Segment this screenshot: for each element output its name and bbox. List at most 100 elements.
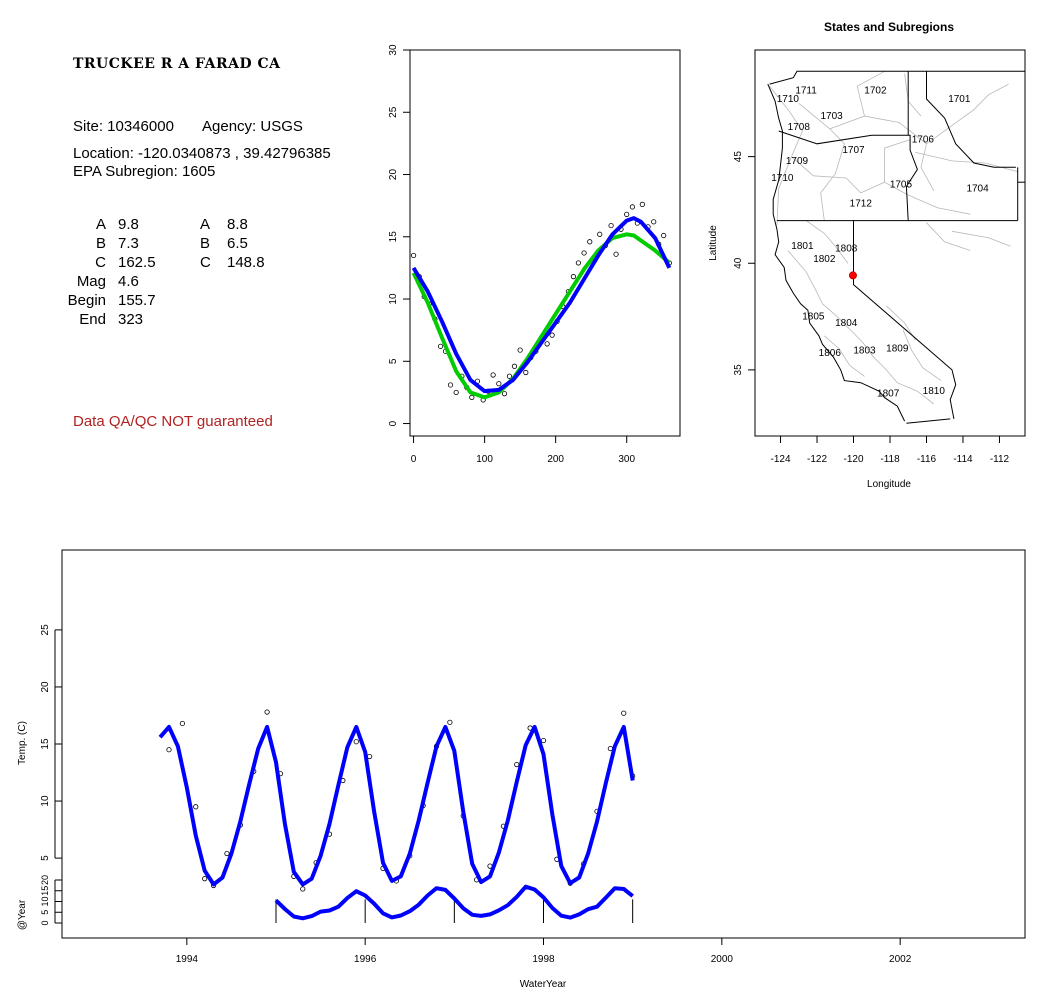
seasonal-plot-frame: [409, 49, 681, 437]
data-point: [511, 363, 518, 369]
map-x-tick-label: -124: [771, 454, 791, 465]
data-point: [621, 710, 627, 716]
region-label: 1712: [850, 199, 873, 210]
data-point: [629, 204, 635, 210]
map-y-tick-label: 45: [733, 151, 744, 163]
data-point: [517, 347, 523, 353]
y-tick-label: 0: [388, 420, 399, 426]
subregion-boundary: [884, 181, 971, 215]
stat-left-name: B: [95, 235, 106, 252]
map-ylabel: Latitude: [708, 225, 719, 261]
stat-left-name: C: [95, 254, 106, 271]
stat-left-name: A: [95, 216, 106, 233]
y-tick-label: 20: [388, 169, 399, 181]
data-point: [523, 369, 529, 376]
data-point: [453, 389, 459, 396]
data-point: [661, 232, 667, 239]
ts-y-tick-label: 15: [40, 738, 51, 750]
data-point: [166, 747, 172, 753]
map-x-tick-label: -116: [917, 454, 937, 465]
y-tick-label: 5: [388, 358, 399, 364]
stat-left-value: 7.3: [118, 235, 139, 252]
data-point: [410, 252, 417, 259]
state-boundary: [778, 130, 918, 221]
subregion-boundary: [791, 156, 847, 179]
region-label: 1711: [795, 86, 817, 97]
data-point: [496, 381, 502, 387]
map-x-tick-label: -122: [807, 454, 827, 465]
region-label: 1806: [819, 348, 842, 359]
ts-y-tick-label: 10: [40, 795, 51, 807]
subregion-boundary: [822, 303, 874, 358]
region-label: 1801: [791, 241, 814, 252]
region-label: 1805: [802, 312, 825, 323]
timeseries-points: [166, 709, 636, 892]
data-point: [651, 219, 657, 225]
data-point: [570, 274, 577, 280]
stat-left-value: 9.8: [118, 216, 139, 233]
state-boundary: [769, 70, 1025, 85]
map-x-tick-label: -112: [990, 454, 1010, 465]
data-point: [437, 343, 444, 349]
subregion-boundary: [926, 83, 1009, 145]
subregion-boundary: [926, 222, 971, 251]
region-label: 1809: [886, 344, 909, 355]
data-point: [300, 886, 306, 892]
subregion-boundary: [856, 70, 885, 117]
ts-x-tick-label: 1996: [354, 954, 377, 965]
temperature-fit-line: [158, 724, 635, 887]
data-point: [540, 737, 547, 744]
subregion-boundary: [902, 329, 942, 381]
ts-x-tick-label: 1998: [532, 954, 555, 965]
data-point: [575, 260, 581, 266]
stat-left-value: 323: [118, 311, 144, 328]
map-boundaries: [767, 70, 1025, 424]
region-label: 1703: [820, 111, 843, 122]
stat-left-value: 4.6: [118, 273, 139, 290]
region-label: 1710: [771, 173, 794, 184]
stat-left-name: End: [79, 311, 106, 328]
map-title: States and Subregions: [824, 20, 954, 34]
data-point: [613, 251, 619, 257]
region-label: 1807: [877, 388, 900, 399]
data-point: [202, 876, 208, 882]
data-point: [587, 239, 593, 245]
map-x-tick-label: -118: [880, 454, 900, 465]
data-point: [179, 720, 185, 727]
data-point: [506, 373, 513, 379]
map-y-tick-label: 35: [733, 364, 744, 376]
region-label: 1710: [777, 94, 800, 105]
stat-left-value: 155.7: [118, 292, 156, 309]
ts-y-tick-label: 20: [40, 681, 51, 693]
site-title: TRUCKEE R A FARAD CA: [73, 56, 281, 72]
subregion-boundary: [805, 220, 849, 264]
qa-note: Data QA/QC NOT guaranteed: [73, 413, 273, 430]
timeseries-xlabel: WaterYear: [520, 979, 567, 990]
map-axes: -124 -122 -120 -118 -116 -114 -112 35 40 45: [733, 151, 1010, 465]
stat-right-name: B: [200, 235, 211, 252]
region-label: 1802: [813, 254, 836, 265]
ts-x-tick-label: 1994: [176, 954, 199, 965]
map-xlabel: Longitude: [867, 479, 911, 490]
subregion-boundary: [787, 250, 823, 304]
data-point: [581, 250, 587, 256]
y-tick-label: 15: [388, 231, 399, 243]
stat-right-value: 8.8: [227, 216, 248, 233]
green-fit-line: [411, 232, 671, 400]
subregion-boundary: [904, 73, 922, 117]
map-x-tick-label: -120: [844, 454, 864, 465]
x-tick-label: 200: [547, 454, 564, 465]
data-point: [447, 382, 454, 388]
ts-y2-tick-label: 20: [40, 875, 50, 885]
data-point: [490, 372, 496, 378]
subregion-boundary: [824, 335, 865, 377]
stat-right-value: 148.8: [227, 254, 265, 271]
coastline: [767, 83, 906, 422]
y-tick-label: 30: [388, 44, 399, 56]
site-marker: [848, 271, 857, 280]
agency-label: Agency: USGS: [202, 118, 303, 135]
data-point: [608, 222, 614, 229]
region-label: 1701: [948, 94, 971, 105]
region-label: 1810: [923, 386, 946, 397]
